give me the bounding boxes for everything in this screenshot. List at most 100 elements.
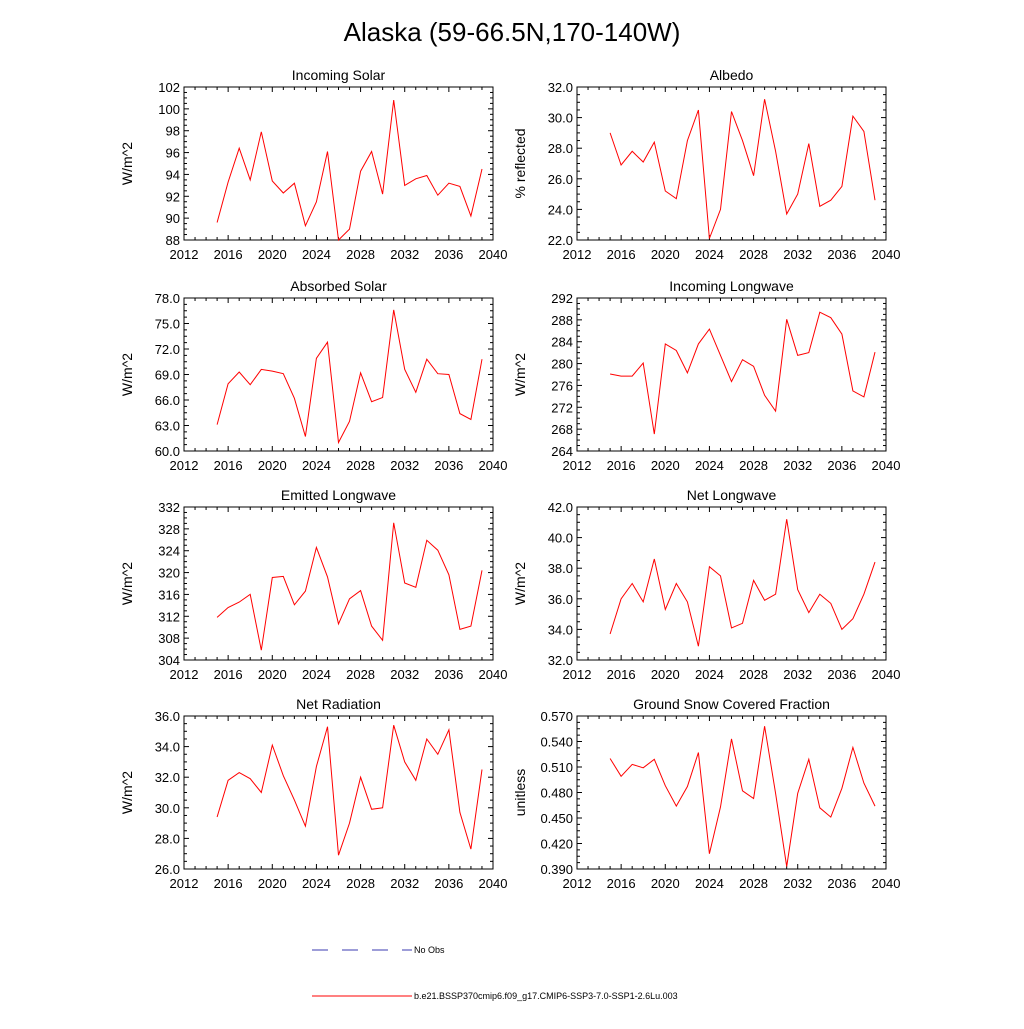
x-tick-label: 2016: [214, 458, 243, 473]
x-tick-label: 2020: [258, 247, 287, 262]
series-line: [216, 309, 483, 445]
y-tick-label: 34.0: [548, 622, 573, 637]
y-tick-label: 42.0: [548, 500, 573, 515]
x-tick-label: 2028: [346, 667, 375, 682]
x-tick-label: 2024: [302, 667, 331, 682]
x-tick-label: 2028: [346, 876, 375, 891]
chart-title: Incoming Longwave: [669, 278, 794, 294]
x-tick-label: 2020: [258, 458, 287, 473]
y-tick-label: 69.0: [155, 368, 180, 383]
x-tick-label: 2036: [827, 876, 856, 891]
y-tick-label: 292: [551, 291, 573, 306]
y-tick-label: 102: [158, 80, 180, 95]
y-tick-label: 78.0: [155, 291, 180, 306]
x-tick-label: 2024: [695, 876, 724, 891]
y-tick-label: 284: [551, 335, 573, 350]
x-tick-label: 2028: [739, 876, 768, 891]
x-tick-label: 2024: [695, 247, 724, 262]
y-tick-label: 92: [166, 189, 180, 204]
y-tick-label: 60.0: [155, 444, 180, 459]
x-tick-label: 2032: [783, 876, 812, 891]
x-tick-label: 2012: [170, 876, 199, 891]
chart-title: Emitted Longwave: [281, 487, 396, 503]
x-tick-label: 2040: [479, 667, 508, 682]
x-tick-label: 2028: [739, 247, 768, 262]
y-tick-label: 36.0: [155, 709, 180, 724]
x-tick-label: 2032: [390, 667, 419, 682]
y-tick-label: 0.420: [540, 837, 573, 852]
y-tick-label: 88: [166, 233, 180, 248]
y-tick-label: 324: [158, 544, 180, 559]
plot-frame: [576, 86, 887, 241]
y-tick-label: 0.570: [540, 709, 573, 724]
x-tick-label: 2024: [302, 876, 331, 891]
x-tick-label: 2024: [695, 667, 724, 682]
y-axis-label: W/m^2: [119, 353, 135, 396]
x-tick-label: 2036: [827, 458, 856, 473]
x-tick-label: 2032: [783, 247, 812, 262]
x-tick-label: 2020: [651, 667, 680, 682]
x-tick-label: 2012: [170, 458, 199, 473]
plot-frame: [183, 715, 494, 870]
x-tick-label: 2040: [872, 876, 901, 891]
chart-title: Net Radiation: [296, 696, 381, 712]
y-tick-label: 304: [158, 653, 180, 668]
y-tick-label: 320: [158, 566, 180, 581]
y-tick-label: 26.0: [155, 862, 180, 877]
y-tick-label: 90: [166, 211, 180, 226]
series-line: [609, 99, 876, 239]
plot-frame: [576, 506, 887, 661]
y-axis-label: W/m^2: [119, 771, 135, 814]
y-tick-label: 96: [166, 146, 180, 161]
x-tick-label: 2032: [390, 458, 419, 473]
x-tick-label: 2012: [563, 667, 592, 682]
legend-obs-label: No Obs: [414, 945, 445, 955]
x-tick-label: 2020: [651, 458, 680, 473]
x-tick-label: 2016: [214, 876, 243, 891]
x-tick-label: 2036: [827, 667, 856, 682]
x-tick-label: 2020: [258, 876, 287, 891]
x-tick-label: 2016: [214, 247, 243, 262]
y-axis-label: % reflected: [512, 128, 528, 198]
x-tick-label: 2040: [479, 247, 508, 262]
x-tick-label: 2032: [783, 458, 812, 473]
x-tick-label: 2024: [302, 247, 331, 262]
x-tick-label: 2036: [827, 247, 856, 262]
y-tick-label: 32.0: [548, 80, 573, 95]
chart-panel-8: Ground Snow Covered Fraction 2012 2016 2020…: [512, 696, 900, 891]
panels: Incoming Solar 2012 2016 2020 2024 2028 2032 20…: [119, 67, 900, 891]
x-tick-label: 2032: [390, 247, 419, 262]
x-tick-label: 2020: [651, 247, 680, 262]
y-tick-label: 316: [158, 587, 180, 602]
y-tick-label: 28.0: [548, 141, 573, 156]
y-tick-label: 28.0: [155, 831, 180, 846]
x-tick-label: 2012: [170, 667, 199, 682]
page-title: Alaska (59-66.5N,170-140W): [344, 17, 681, 47]
y-tick-label: 276: [551, 378, 573, 393]
x-tick-label: 2012: [563, 876, 592, 891]
x-tick-label: 2036: [434, 667, 463, 682]
y-tick-label: 312: [158, 609, 180, 624]
y-tick-label: 75.0: [155, 317, 180, 332]
plot-frame: [183, 86, 494, 241]
chart-panel-5: Emitted Longwave 2012 2016 2020 2024 2028 2032…: [119, 487, 507, 682]
y-tick-label: 100: [158, 102, 180, 117]
y-tick-label: 63.0: [155, 419, 180, 434]
series-line: [216, 522, 483, 651]
x-tick-label: 2024: [695, 458, 724, 473]
x-tick-label: 2024: [302, 458, 331, 473]
x-tick-label: 2040: [872, 458, 901, 473]
y-tick-label: 332: [158, 500, 180, 515]
x-tick-label: 2036: [434, 876, 463, 891]
chart-title: Incoming Solar: [292, 67, 386, 83]
x-tick-label: 2040: [479, 458, 508, 473]
x-tick-label: 2028: [346, 247, 375, 262]
y-tick-label: 0.450: [540, 811, 573, 826]
y-tick-label: 30.0: [548, 111, 573, 126]
y-tick-label: 98: [166, 124, 180, 139]
chart-panel-2: Albedo 2012 2016 2020 2024 2028 2032 2036 2040 22…: [512, 67, 900, 262]
y-tick-label: 26.0: [548, 172, 573, 187]
x-tick-label: 2028: [739, 667, 768, 682]
